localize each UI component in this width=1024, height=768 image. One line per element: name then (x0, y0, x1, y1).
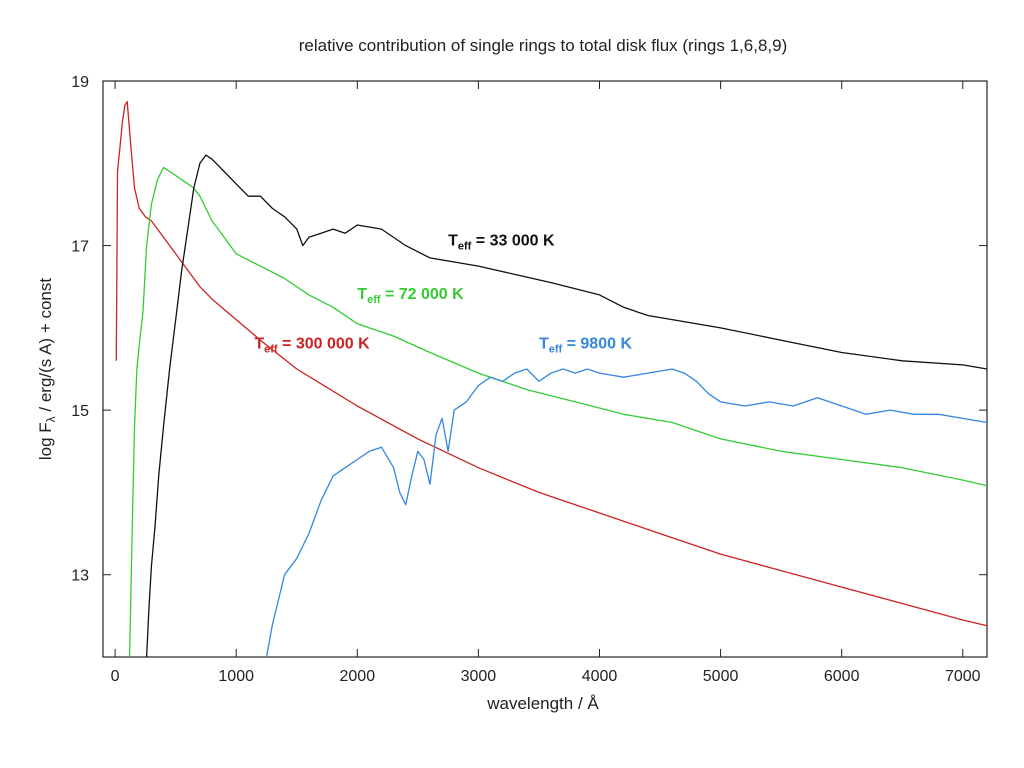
x-axis-ticks: 0 1000 2000 3000 4000 5000 6000 7000 (111, 81, 981, 685)
x-tick-label: 6000 (824, 668, 860, 685)
x-tick-label: 5000 (703, 668, 739, 685)
series-line-2 (145, 154, 988, 658)
y-tick-label: 15 (71, 403, 89, 420)
chart-title: relative contribution of single rings to… (299, 36, 788, 55)
x-tick-label: 1000 (218, 668, 254, 685)
series-label-2: Teff = 33 000 K (448, 233, 555, 253)
series-line-3 (265, 368, 988, 658)
x-tick-label: 4000 (582, 668, 618, 685)
x-tick-label: 7000 (945, 668, 981, 685)
y-axis-ticks: 13 15 17 19 (71, 74, 987, 585)
x-axis-title: wavelength / Å (486, 694, 599, 713)
y-axis-title: log Fλ / erg/(s A) + const (36, 278, 58, 460)
plot-frame (102, 80, 988, 658)
series-label-1: Teff = 72 000 K (357, 286, 464, 306)
series-label-0: Teff = 300 000 K (254, 335, 370, 355)
series-label-layer: Teff = 300 000 K Teff = 72 000 K Teff = 33… (254, 233, 632, 356)
y-tick-label: 19 (71, 74, 89, 91)
x-tick-label: 2000 (340, 668, 376, 685)
x-tick-label: 0 (111, 668, 120, 685)
y-tick-label: 17 (71, 239, 89, 256)
y-tick-label: 13 (71, 568, 89, 585)
series-layer (115, 100, 988, 658)
series-line-1 (128, 166, 988, 658)
series-line-0 (115, 100, 988, 627)
series-label-3: Teff = 9800 K (539, 335, 633, 355)
x-tick-label: 3000 (461, 668, 497, 685)
